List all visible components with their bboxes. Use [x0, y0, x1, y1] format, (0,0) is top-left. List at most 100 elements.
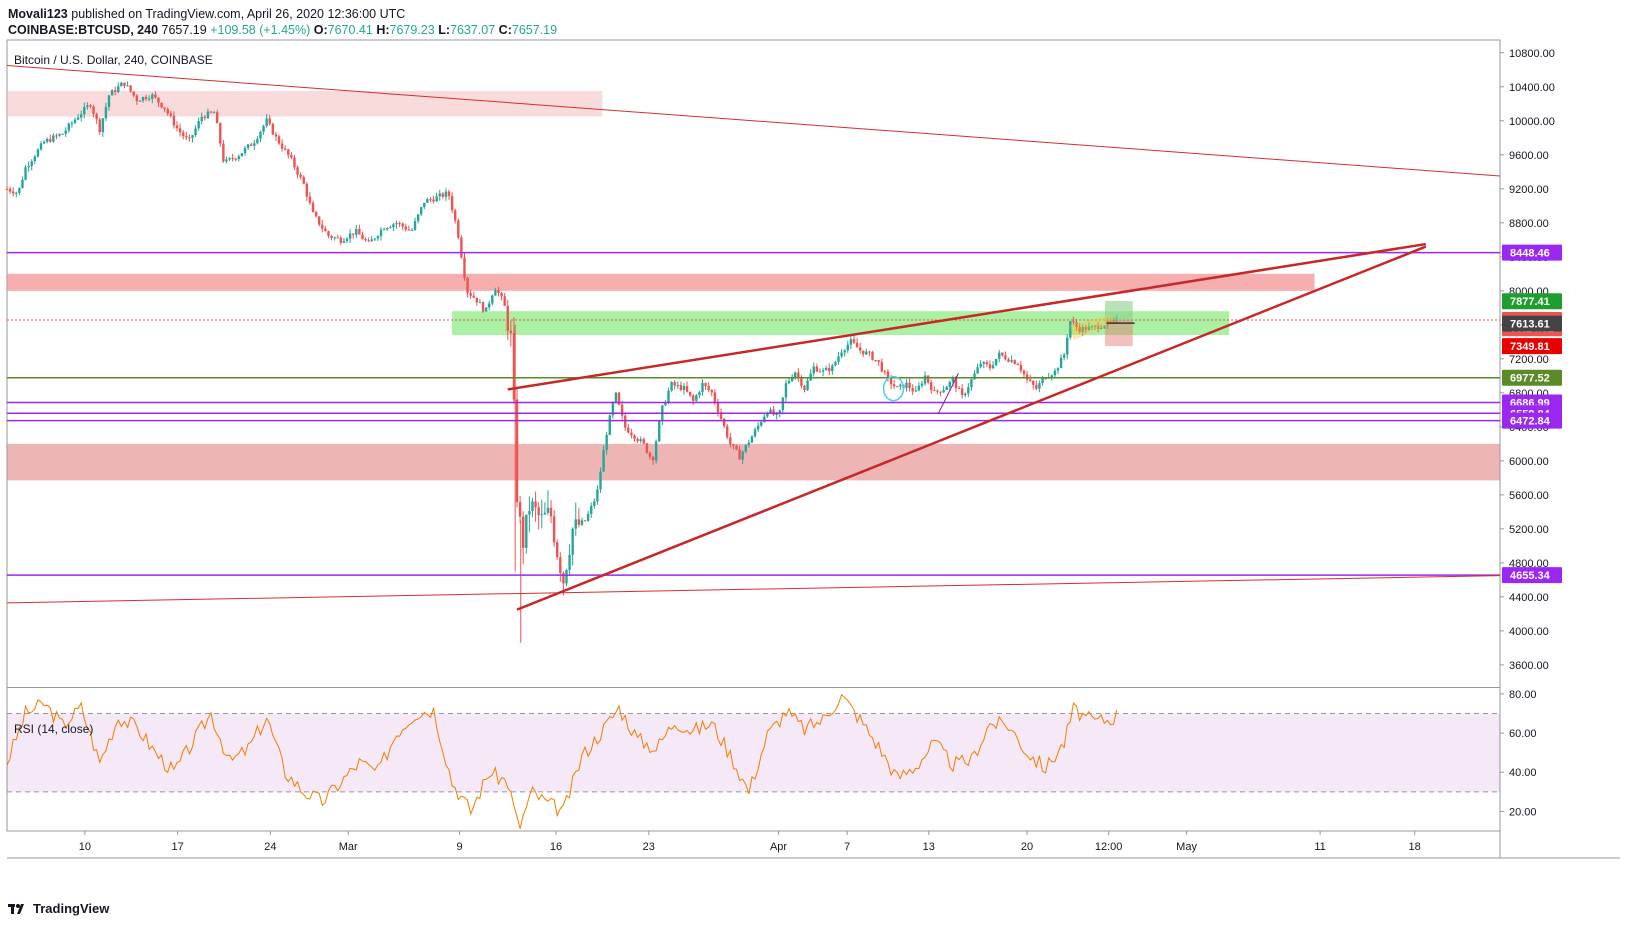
candle-body	[926, 375, 930, 383]
time-tick-label: Mar	[339, 841, 358, 853]
candle-body	[249, 144, 253, 146]
candle-body	[395, 223, 398, 225]
candle-body	[318, 216, 321, 225]
candle-body	[144, 97, 148, 100]
candle-body	[373, 238, 377, 240]
candle-body	[855, 342, 859, 348]
candle-body	[277, 136, 281, 144]
publisher-name[interactable]: Movali123	[8, 7, 68, 21]
publish-info: published on TradingView.com, April 26, …	[71, 7, 406, 21]
candle-body	[831, 365, 834, 372]
candle-body	[1096, 325, 1100, 329]
candle-body	[973, 373, 976, 380]
candle-body	[676, 384, 679, 386]
candle-body	[42, 141, 46, 144]
price-tick-label: 3600.00	[1509, 660, 1549, 672]
level-tag-4-bg	[1502, 412, 1562, 429]
candle-body	[738, 449, 741, 460]
candle-body	[444, 191, 448, 197]
price-change: +109.58 (+1.45%)	[210, 23, 311, 37]
candle-body	[256, 138, 259, 144]
candle-body	[858, 347, 862, 351]
position-profit	[1104, 301, 1133, 320]
tradingview-footer[interactable]: TradingView	[8, 901, 109, 916]
candle-body	[225, 159, 228, 162]
candle-body	[15, 192, 18, 194]
price-tick-label: 5200.00	[1509, 524, 1549, 536]
candle-body	[478, 302, 482, 304]
candle-body	[528, 510, 531, 515]
price-tick-label: 10000.00	[1509, 116, 1555, 128]
candle-body	[951, 378, 955, 382]
candle-body	[135, 95, 139, 102]
candle-body	[642, 439, 645, 444]
candle-body	[503, 296, 506, 306]
candle-body	[352, 233, 355, 235]
candle-body	[617, 392, 621, 405]
candle-body	[954, 378, 958, 389]
candle-body	[636, 438, 639, 442]
candle-body	[197, 121, 200, 129]
candle-body	[719, 412, 723, 419]
candle-body	[491, 295, 494, 304]
trendline-3	[516, 245, 1427, 611]
candle-body	[324, 228, 327, 232]
annotation-circle	[882, 375, 905, 402]
candle-body	[624, 415, 627, 428]
candle-body	[957, 388, 961, 390]
candle-body	[583, 520, 587, 522]
candle-body	[877, 360, 880, 362]
zones	[7, 91, 1500, 481]
candle-body	[376, 236, 380, 239]
time-tick-label: 17	[172, 841, 184, 853]
candle-body	[308, 196, 312, 203]
candle-body	[726, 426, 729, 438]
candle-body	[778, 410, 781, 415]
level-tag-5-bg	[1502, 567, 1562, 584]
candle-body	[945, 386, 948, 391]
candle-body	[713, 392, 717, 403]
candle-body	[1044, 378, 1047, 380]
candle-body	[1100, 327, 1103, 329]
candle-body	[188, 137, 191, 139]
publish-line: Movali123 published on TradingView.com, …	[8, 6, 557, 22]
triangle-pattern	[1069, 314, 1115, 341]
candle-body	[794, 372, 797, 379]
candle-body	[781, 397, 785, 411]
candle-body	[215, 112, 219, 124]
candle-body	[673, 382, 676, 386]
time-tick-label: 24	[264, 841, 276, 853]
candle-body	[964, 393, 967, 395]
candle-body	[896, 386, 899, 388]
candle-body	[1103, 325, 1106, 328]
candle-body	[905, 382, 908, 389]
candle-body	[228, 158, 231, 160]
candle-body	[345, 238, 349, 241]
candle-body	[104, 106, 108, 119]
candle-body	[933, 390, 936, 392]
candle-body	[234, 158, 237, 160]
candle-body	[710, 389, 713, 393]
candle-body	[8, 188, 12, 192]
candle-body	[24, 167, 27, 180]
time-tick-label: 7	[844, 841, 850, 853]
candle-body	[268, 118, 271, 124]
candle-body	[818, 371, 822, 373]
candle-body	[645, 443, 649, 453]
candle-body	[299, 174, 302, 178]
time-tick-label: Apr	[770, 841, 787, 853]
price-tick-label: 7200.00	[1509, 354, 1549, 366]
position-loss	[1104, 319, 1133, 347]
candle-body	[512, 332, 516, 400]
candle-body	[568, 554, 571, 571]
last-price: 7657.19	[161, 23, 207, 37]
candle-body	[342, 240, 346, 243]
candle-body	[95, 113, 98, 120]
price-series	[5, 81, 1118, 643]
time-tick-label: 20	[1021, 841, 1033, 853]
candle-body	[639, 439, 642, 442]
candle-body	[1001, 352, 1004, 356]
candle-body	[370, 239, 373, 242]
candle-body	[120, 82, 123, 87]
